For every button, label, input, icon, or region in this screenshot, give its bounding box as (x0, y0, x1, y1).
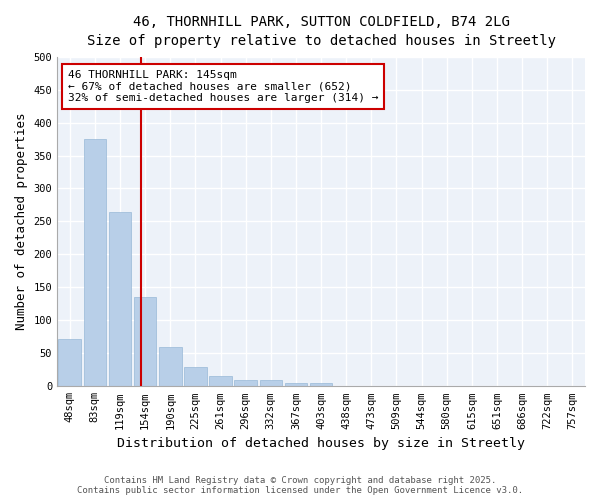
Bar (310, 383, 332, 386)
Bar (109, 212, 131, 386)
Bar (58, 339, 81, 386)
Title: 46, THORNHILL PARK, SUTTON COLDFIELD, B74 2LG
Size of property relative to detac: 46, THORNHILL PARK, SUTTON COLDFIELD, B7… (86, 15, 556, 48)
Text: Contains HM Land Registry data © Crown copyright and database right 2025.
Contai: Contains HM Land Registry data © Crown c… (77, 476, 523, 495)
Bar (184, 366, 207, 386)
Bar (83, 139, 106, 386)
Bar (235, 380, 257, 386)
Bar (260, 380, 282, 386)
Bar (284, 383, 307, 386)
Y-axis label: Number of detached properties: Number of detached properties (15, 112, 28, 330)
Bar (134, 298, 157, 386)
Text: 46 THORNHILL PARK: 145sqm
← 67% of detached houses are smaller (652)
32% of semi: 46 THORNHILL PARK: 145sqm ← 67% of detac… (68, 70, 378, 103)
X-axis label: Distribution of detached houses by size in Streetly: Distribution of detached houses by size … (117, 437, 525, 450)
Bar (159, 346, 182, 387)
Bar (209, 376, 232, 386)
